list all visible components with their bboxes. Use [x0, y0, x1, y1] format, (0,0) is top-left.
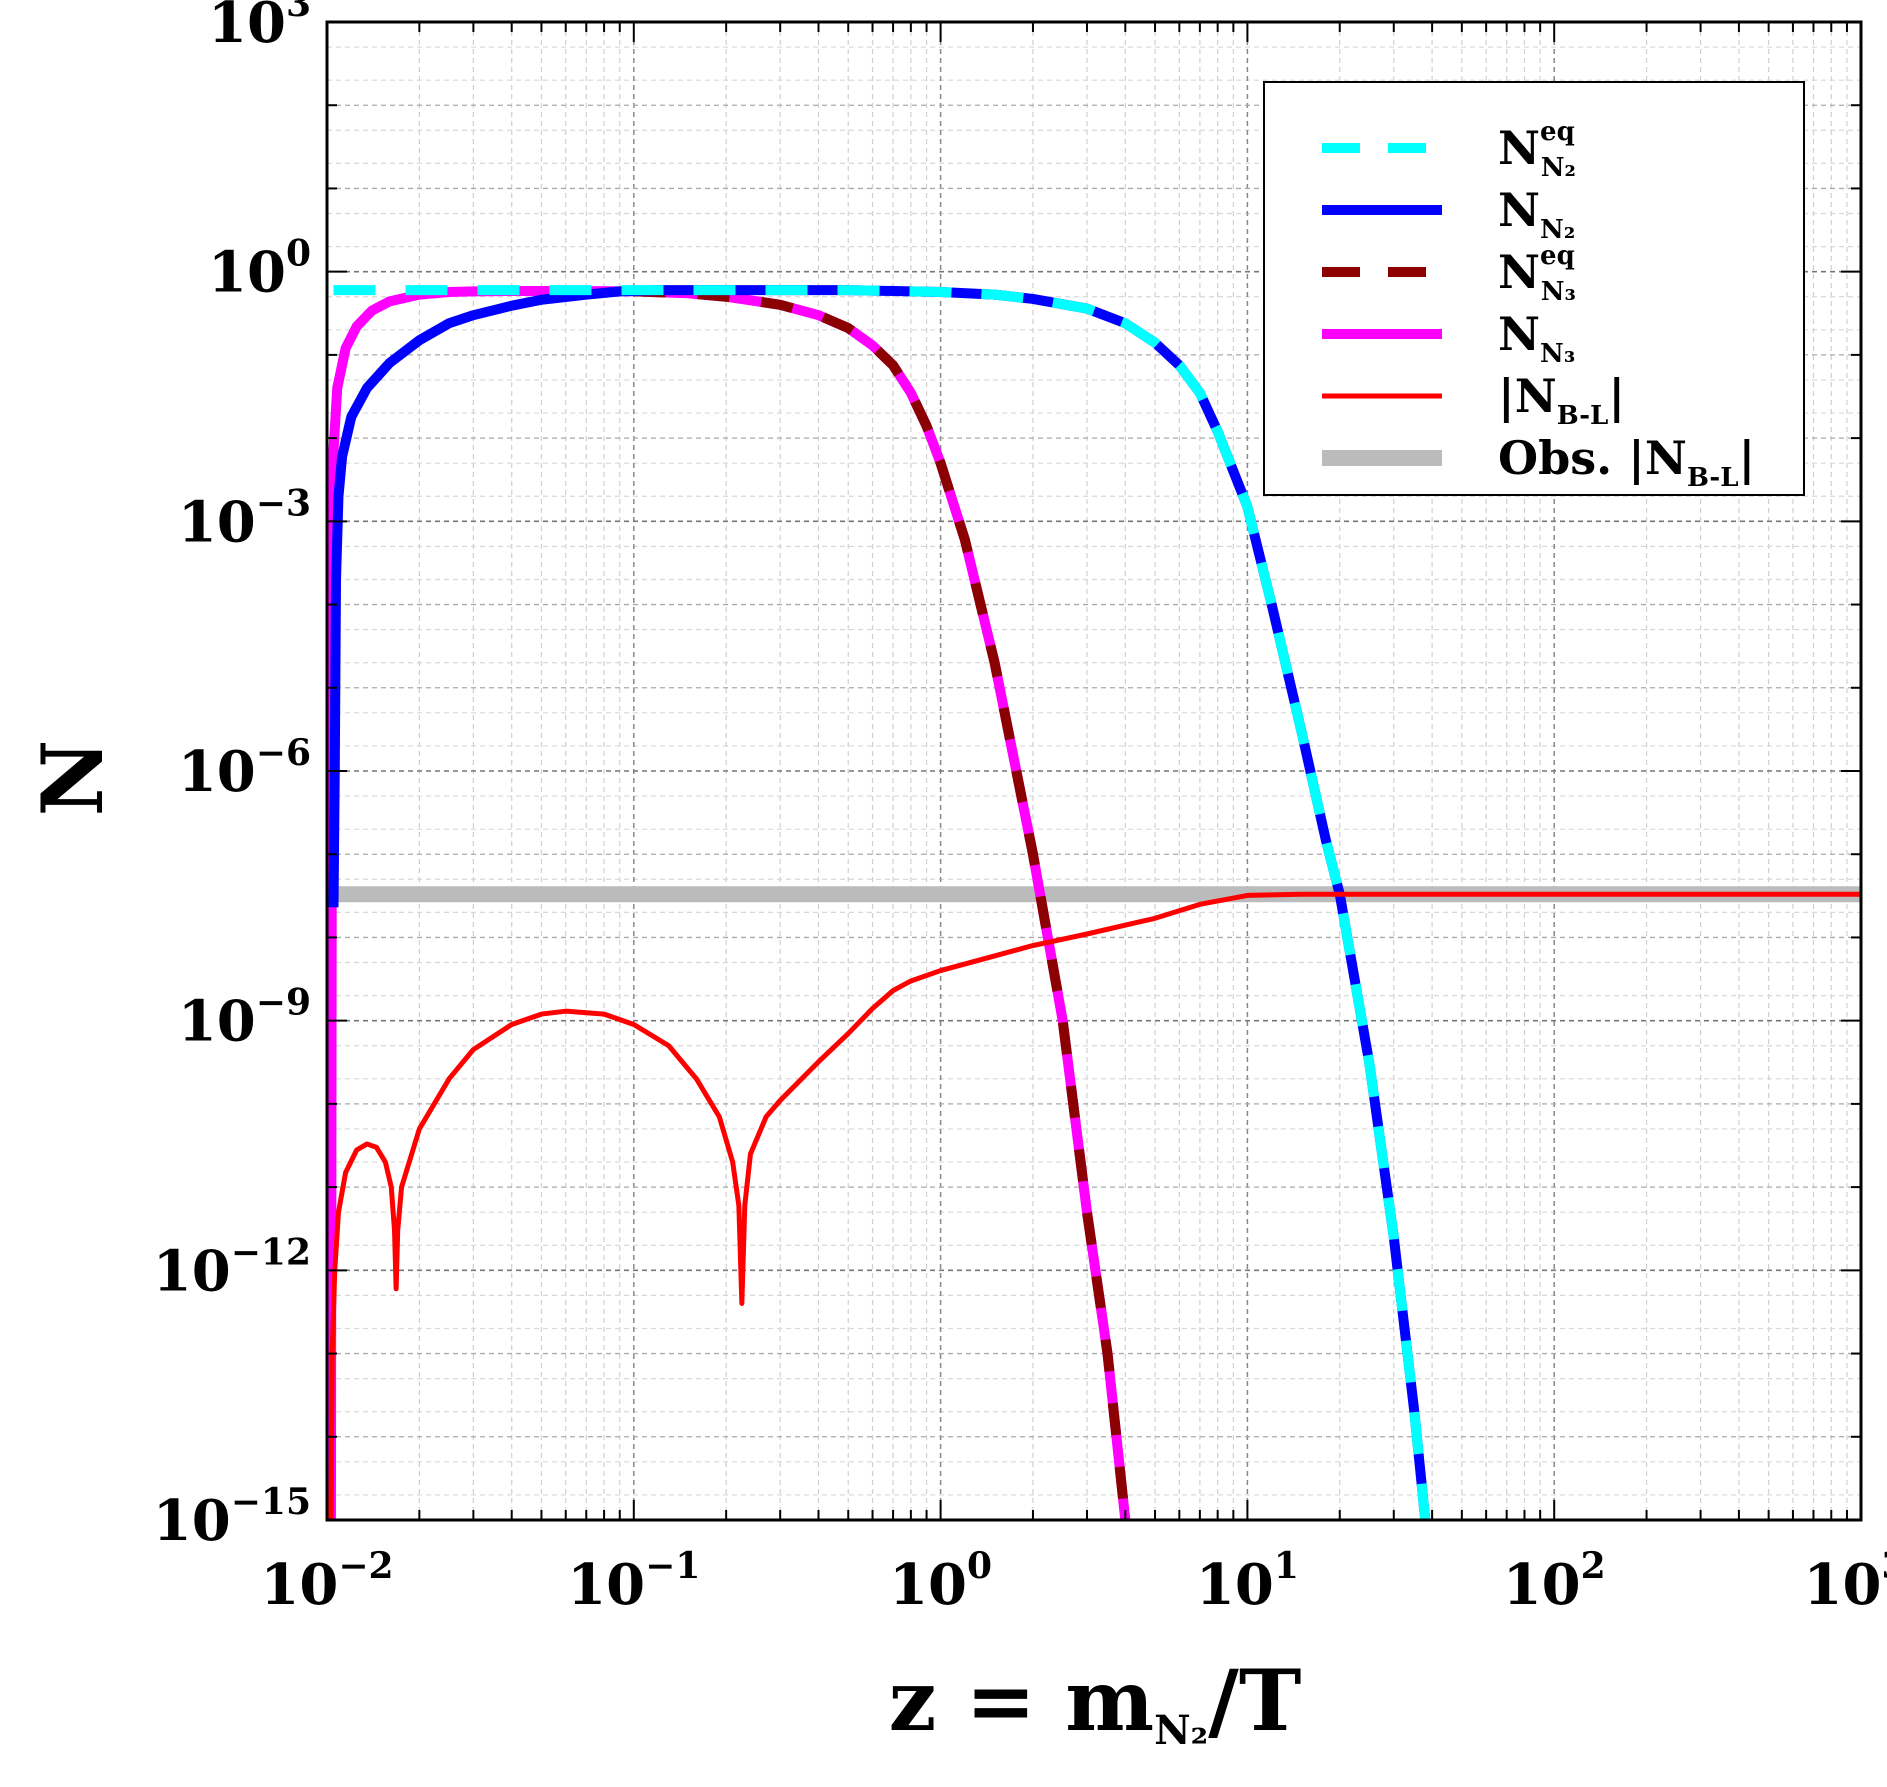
y-tick-label-base: 10 [153, 1488, 231, 1554]
y-tick-label-base: 10 [178, 739, 256, 805]
legend-label-main: |N [1498, 369, 1557, 423]
x-tick-label: 10−2 [260, 1545, 393, 1618]
x-tick-label-exp: 1 [1274, 1545, 1299, 1587]
legend-label: NN₂ [1498, 183, 1575, 245]
y-tick-label-base: 10 [208, 240, 286, 306]
plot-series [327, 285, 1861, 1520]
y-tick-label-exp: −15 [231, 1481, 311, 1523]
legend-label-sup: eq [1540, 117, 1575, 147]
y-tick-label-base: 10 [153, 1238, 231, 1304]
x-tick-label-base: 10 [889, 1552, 967, 1618]
series-nn3eq [633, 286, 1131, 1520]
y-tick-label-exp: −12 [231, 1231, 311, 1273]
x-tick-label: 103 [1804, 1545, 1887, 1618]
y-tick-label: 103 [208, 0, 311, 56]
y-axis-title: N [23, 740, 122, 817]
legend-label-sub: B-L [1687, 463, 1739, 493]
legend-item: NN₃ [1322, 307, 1575, 369]
x-tick-label: 102 [1503, 1545, 1606, 1618]
legend-label: |NB-L| [1498, 369, 1625, 431]
x-tick-label-exp: 3 [1881, 1545, 1887, 1587]
x-tick-label: 101 [1196, 1545, 1299, 1618]
x-tick-label-exp: 2 [1581, 1545, 1606, 1587]
legend-item: NN₂ [1322, 183, 1575, 245]
x-tick-label-exp: −1 [645, 1545, 700, 1587]
y-tick-label-exp: 0 [286, 233, 311, 275]
legend-label: Neq N₂ [1498, 117, 1576, 183]
series-nn2 [328, 285, 1431, 1520]
legend-label-sub: N₂ [1540, 215, 1575, 245]
x-axis-title-sub: N₂ [1154, 1707, 1208, 1754]
x-axis-title: z = mN₂/T [889, 1651, 1302, 1754]
y-tick-label: 10−12 [153, 1231, 311, 1304]
legend-label-main: N [1498, 121, 1540, 175]
series-nbl [328, 891, 1861, 1520]
x-tick-label: 100 [889, 1545, 992, 1618]
x-tick-label: 10−1 [567, 1545, 700, 1618]
legend-label-main: N [1498, 245, 1540, 299]
y-tick-label-base: 10 [178, 989, 256, 1055]
legend-item: |NB-L| [1322, 369, 1625, 431]
legend-label-tail: | [1608, 369, 1625, 423]
legend-label-sub: N₃ [1541, 277, 1576, 307]
legend-label: Neq N₃ [1498, 241, 1576, 307]
legend-label-sub: N₃ [1540, 339, 1575, 369]
legend-label-sub: B-L [1557, 401, 1609, 431]
grid [326, 21, 1862, 1521]
x-tick-label-base: 10 [260, 1552, 338, 1618]
y-tick-label: 100 [208, 233, 311, 306]
legend-item: Neq N₃ [1322, 241, 1576, 307]
x-axis-title-main: z = m [889, 1651, 1154, 1750]
series-nn2eq [333, 285, 1431, 1520]
legend-label-tail: | [1738, 431, 1755, 485]
y-tick-label-exp: −9 [256, 982, 311, 1024]
y-tick-label-base: 10 [178, 489, 256, 555]
x-tick-label-base: 10 [1804, 1552, 1882, 1618]
legend-label: Obs. |NB-L| [1498, 431, 1755, 493]
y-tick-label: 10−3 [178, 482, 311, 555]
y-axis-label: N [23, 740, 122, 817]
x-tick-label-exp: 0 [967, 1545, 992, 1587]
y-tick-label-exp: −6 [256, 732, 311, 774]
y-tick-label-exp: 3 [286, 0, 311, 25]
legend-label-sub: N₂ [1541, 153, 1576, 183]
x-tick-label-base: 10 [1503, 1552, 1581, 1618]
y-tick-label: 10−9 [178, 982, 311, 1055]
x-axis-title-tail: /T [1208, 1651, 1301, 1750]
series-nn3 [327, 286, 1131, 1520]
legend-label-main: N [1498, 307, 1540, 361]
axis-ticks [326, 21, 1862, 1521]
x-tick-label-base: 10 [1196, 1552, 1274, 1618]
y-tick-label: 10−6 [178, 732, 311, 805]
x-tick-label-exp: −2 [338, 1545, 393, 1587]
legend-label: NN₃ [1498, 307, 1575, 369]
legend-item: Obs. |NB-L| [1322, 431, 1755, 493]
legend-label-main: Obs. |N [1498, 431, 1687, 485]
legend-label-main: N [1498, 183, 1540, 237]
tick-labels: 10−210−110010110210310−1510−1210−910−610… [153, 0, 1887, 1618]
x-tick-label-base: 10 [567, 1552, 645, 1618]
y-tick-label-base: 10 [208, 0, 286, 56]
y-tick-label: 10−15 [153, 1481, 311, 1554]
legend-label-sup: eq [1540, 241, 1575, 271]
legend-item: Neq N₂ [1322, 117, 1576, 183]
y-tick-label-exp: −3 [256, 482, 311, 524]
